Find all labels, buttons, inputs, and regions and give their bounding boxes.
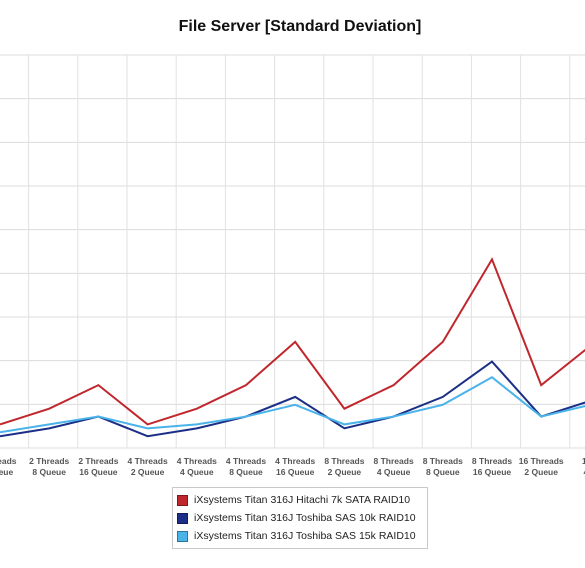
x-tick-label: 16 Threads <box>519 456 564 466</box>
x-tick-label: 8 Threads <box>472 456 512 466</box>
x-tick-label: 8 Threads <box>324 456 364 466</box>
series-lines <box>0 257 585 438</box>
x-tick-label: 4 Threads <box>275 456 315 466</box>
series-line-1 <box>0 257 585 426</box>
x-tick-label: 8 Threads <box>374 456 414 466</box>
x-tick-label: 2 Threads <box>29 456 69 466</box>
x-tick-label: 2 Queue <box>524 467 558 477</box>
x-tick-label: Threads <box>0 456 17 466</box>
x-tick-label: 16 Queue <box>473 467 512 477</box>
legend-swatch <box>177 530 188 542</box>
x-tick-label: 8 Queue <box>426 467 460 477</box>
legend-label: iXsystems Titan 316J Hitachi 7k SATA RAI… <box>194 494 411 506</box>
x-tick-label: 2 Queue <box>131 467 165 477</box>
x-tick-label: 16 T <box>582 456 585 466</box>
legend-item: iXsystems Titan 316J Toshiba SAS 15k RAI… <box>173 527 427 545</box>
gridlines <box>0 54 585 449</box>
series-line-2 <box>0 360 585 438</box>
legend-label: iXsystems Titan 316J Toshiba SAS 15k RAI… <box>194 530 416 542</box>
x-tick-label: 8 Queue <box>32 467 66 477</box>
x-tick-label: 8 Queue <box>229 467 263 477</box>
x-tick-label: Queue <box>0 467 13 477</box>
chart-legend: iXsystems Titan 316J Hitachi 7k SATA RAI… <box>172 487 428 549</box>
x-tick-label: 4 Threads <box>128 456 168 466</box>
x-tick-label: 2 Threads <box>78 456 118 466</box>
legend-label: iXsystems Titan 316J Toshiba SAS 10k RAI… <box>194 512 416 524</box>
x-tick-label: 8 Threads <box>423 456 463 466</box>
legend-item: iXsystems Titan 316J Toshiba SAS 10k RAI… <box>173 509 427 527</box>
series-line-3 <box>0 376 585 434</box>
x-tick-label: 4 Queue <box>180 467 214 477</box>
x-tick-label: 16 Queue <box>276 467 315 477</box>
legend-item: iXsystems Titan 316J Hitachi 7k SATA RAI… <box>173 491 427 509</box>
x-tick-label: 4 Queue <box>377 467 411 477</box>
x-tick-label: 16 Queue <box>79 467 118 477</box>
x-tick-label: 4 Q <box>584 467 585 477</box>
legend-swatch <box>177 512 188 524</box>
x-tick-label: 4 Threads <box>177 456 217 466</box>
chart-title: File Server [Standard Deviation] <box>178 18 422 35</box>
x-tick-label: 4 Threads <box>226 456 266 466</box>
legend-swatch <box>177 494 188 506</box>
x-tick-label: 2 Queue <box>328 467 362 477</box>
